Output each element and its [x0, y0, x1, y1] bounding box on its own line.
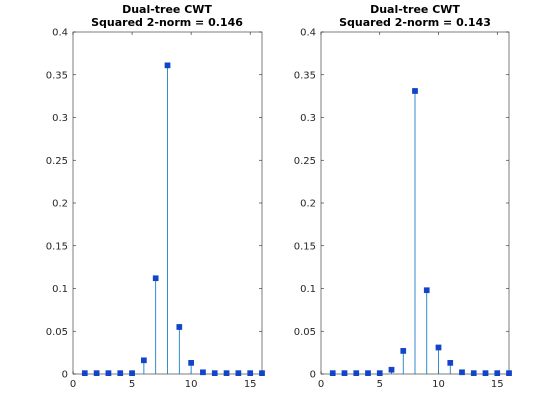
- stem-marker: [81, 370, 88, 376]
- x-tick-label: 10: [432, 379, 445, 390]
- chart-subtitle: Squared 2-norm = 0.143: [339, 16, 491, 29]
- stem-marker: [129, 370, 135, 376]
- x-tick-label: 0: [318, 379, 324, 390]
- stem-marker: [188, 360, 194, 366]
- stem-marker: [412, 88, 418, 94]
- y-tick-label: 0.3: [52, 113, 68, 124]
- y-tick-label: 0.35: [46, 70, 68, 81]
- y-tick-label: 0.4: [52, 28, 68, 39]
- stem-marker: [200, 369, 206, 376]
- stem-marker: [93, 370, 100, 376]
- stem-marker: [388, 366, 395, 373]
- y-tick-label: 0: [310, 370, 316, 381]
- stem-marker: [211, 370, 218, 376]
- y-tick-label: 0.1: [52, 284, 68, 295]
- stem-marker: [435, 344, 442, 351]
- stem-marker: [494, 370, 501, 376]
- stem-marker: [459, 369, 465, 376]
- x-tick-label: 5: [129, 379, 135, 390]
- y-tick-label: 0.4: [300, 28, 316, 39]
- stem-marker: [105, 370, 112, 376]
- stem-marker: [506, 370, 512, 376]
- chart-title: Dual-tree CWT: [370, 3, 460, 16]
- stem-marker: [470, 370, 477, 376]
- y-tick-label: 0.35: [294, 70, 316, 81]
- x-tick-label: 15: [244, 379, 257, 390]
- stem-marker: [141, 357, 147, 364]
- stem-marker: [400, 348, 407, 354]
- stem-marker: [482, 370, 489, 376]
- y-tick-label: 0.05: [294, 327, 316, 338]
- x-tick-label: 15: [491, 379, 504, 390]
- y-tick-label: 0.25: [46, 156, 68, 167]
- subplot-right: Dual-tree CWT Squared 2-norm = 0.143 0 0.…: [294, 3, 512, 390]
- stem-marker: [423, 287, 430, 294]
- stem-marker: [259, 370, 265, 376]
- chart-title: Dual-tree CWT: [122, 3, 212, 16]
- x-tick-label: 0: [70, 379, 76, 390]
- stem-marker: [117, 370, 124, 376]
- stem-marker: [223, 370, 230, 376]
- stem-marker: [329, 370, 336, 376]
- stem-marker: [365, 370, 371, 376]
- subplot-left: Dual-tree CWT Squared 2-norm = 0.146 0 0.…: [46, 3, 265, 390]
- y-tick-label: 0: [62, 370, 68, 381]
- y-tick-label: 0.25: [294, 156, 316, 167]
- x-tick-label: 10: [185, 379, 198, 390]
- chart-subtitle: Squared 2-norm = 0.146: [91, 16, 243, 29]
- y-tick-label: 0.1: [300, 284, 316, 295]
- stem-marker: [353, 370, 360, 376]
- stem-marker: [176, 324, 183, 330]
- y-tick-label: 0.2: [52, 199, 68, 210]
- stem-marker: [447, 360, 454, 366]
- y-tick-label: 0.3: [300, 113, 316, 124]
- stem-marker: [164, 62, 171, 69]
- stem-marker: [376, 370, 383, 376]
- y-tick-label: 0.15: [46, 241, 68, 252]
- stem-marker: [247, 370, 254, 376]
- stem-marker: [235, 370, 242, 376]
- y-tick-label: 0.15: [294, 241, 316, 252]
- x-tick-label: 5: [377, 379, 383, 390]
- y-tick-label: 0.2: [300, 199, 316, 210]
- stem-marker: [341, 370, 348, 376]
- y-tick-label: 0.05: [46, 327, 68, 338]
- stem-marker: [152, 275, 159, 282]
